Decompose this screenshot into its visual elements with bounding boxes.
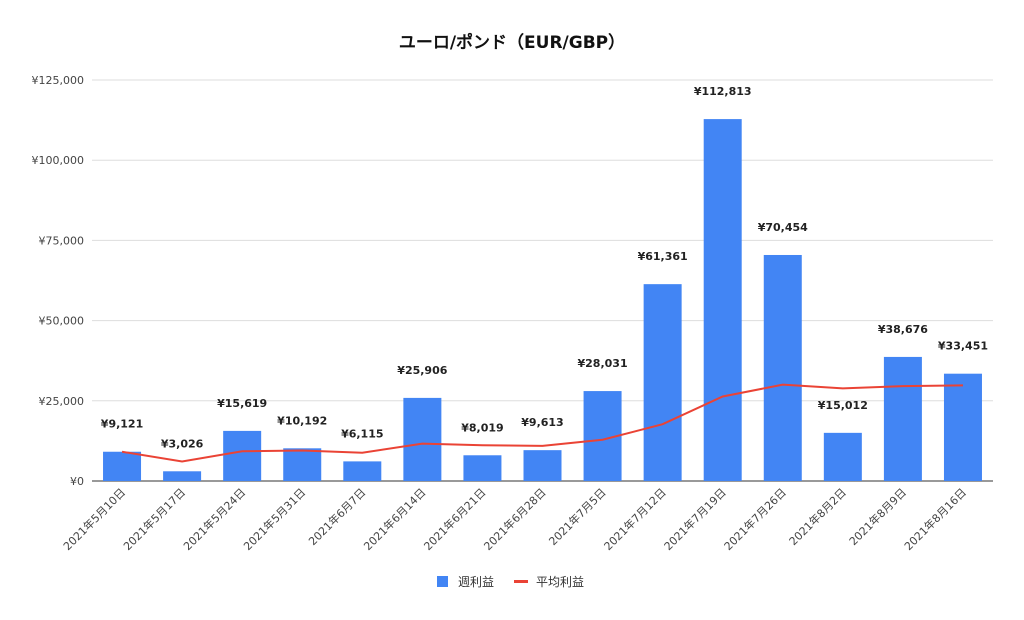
data-label: ¥15,012 bbox=[818, 399, 868, 412]
legend-swatch-bar bbox=[437, 576, 448, 587]
bar bbox=[823, 432, 862, 481]
data-label: ¥9,613 bbox=[521, 416, 563, 429]
x-tick-label: 2021年7月19日 bbox=[661, 485, 729, 553]
x-tick-label: 2021年7月12日 bbox=[601, 485, 669, 553]
x-tick-label: 2021年8月16日 bbox=[901, 485, 969, 553]
y-tick-label: ¥25,000 bbox=[39, 395, 85, 408]
data-label: ¥6,115 bbox=[341, 427, 383, 440]
data-label: ¥61,361 bbox=[638, 250, 688, 263]
bar-series bbox=[103, 119, 982, 482]
x-tick-label: 2021年8月9日 bbox=[846, 485, 909, 548]
data-label: ¥112,813 bbox=[694, 85, 752, 98]
bar bbox=[283, 448, 322, 481]
y-tick-label: ¥100,000 bbox=[32, 154, 85, 167]
x-tick-label: 2021年7月5日 bbox=[546, 485, 609, 548]
y-axis: ¥0 ¥25,000 ¥50,000 ¥75,000 ¥100,000 ¥125,000 bbox=[32, 74, 85, 488]
x-tick-label: 2021年5月24日 bbox=[180, 485, 248, 553]
data-label: ¥3,026 bbox=[161, 437, 204, 450]
legend: 週利益 平均利益 bbox=[437, 575, 584, 589]
y-tick-label: ¥50,000 bbox=[39, 315, 85, 328]
legend-swatch-line bbox=[514, 580, 528, 583]
y-tick-label: ¥75,000 bbox=[39, 234, 85, 247]
data-label: ¥25,906 bbox=[397, 364, 447, 377]
bar bbox=[943, 373, 982, 481]
y-tick-label: ¥0 bbox=[70, 475, 84, 488]
x-tick-label: 2021年7月26日 bbox=[721, 485, 789, 553]
bar bbox=[523, 450, 562, 481]
bar bbox=[163, 471, 202, 481]
line-series bbox=[121, 383, 963, 463]
data-label: ¥70,454 bbox=[758, 221, 808, 234]
bar bbox=[343, 461, 382, 481]
x-tick-label: 2021年6月14日 bbox=[361, 485, 429, 553]
x-tick-label: 2021年6月28日 bbox=[481, 485, 549, 553]
bar bbox=[103, 451, 142, 481]
bar bbox=[763, 254, 802, 481]
y-tick-label: ¥125,000 bbox=[32, 74, 85, 87]
chart-title: ユーロ/ポンド（EUR/GBP） bbox=[399, 32, 625, 53]
data-label: ¥15,619 bbox=[217, 397, 267, 410]
bar bbox=[883, 356, 922, 481]
data-label: ¥38,676 bbox=[878, 323, 928, 336]
data-label: ¥8,019 bbox=[461, 421, 503, 434]
legend-label-line: 平均利益 bbox=[536, 575, 584, 589]
x-tick-label: 2021年6月7日 bbox=[305, 485, 368, 548]
bar bbox=[643, 284, 682, 481]
x-tick-label: 2021年5月17日 bbox=[120, 485, 188, 553]
data-labels: ¥9,121 ¥3,026 ¥15,619 ¥10,192 ¥6,115 ¥25,906 ¥… bbox=[101, 85, 988, 450]
x-tick-label: 2021年6月21日 bbox=[421, 485, 489, 553]
x-tick-label: 2021年5月10日 bbox=[60, 485, 128, 553]
bar bbox=[463, 455, 502, 481]
average-line bbox=[121, 383, 963, 463]
x-tick-label: 2021年8月2日 bbox=[786, 485, 849, 548]
legend-label-bar: 週利益 bbox=[458, 575, 494, 589]
bar bbox=[703, 119, 742, 482]
data-label: ¥28,031 bbox=[578, 357, 628, 370]
data-label: ¥10,192 bbox=[277, 414, 327, 427]
x-axis: 2021年5月10日2021年5月17日2021年5月24日2021年5月31日… bbox=[60, 485, 969, 553]
data-label: ¥9,121 bbox=[101, 418, 143, 431]
bar bbox=[223, 430, 262, 481]
data-label: ¥33,451 bbox=[938, 340, 988, 353]
x-tick-label: 2021年5月31日 bbox=[240, 485, 308, 553]
bar bbox=[403, 397, 442, 481]
